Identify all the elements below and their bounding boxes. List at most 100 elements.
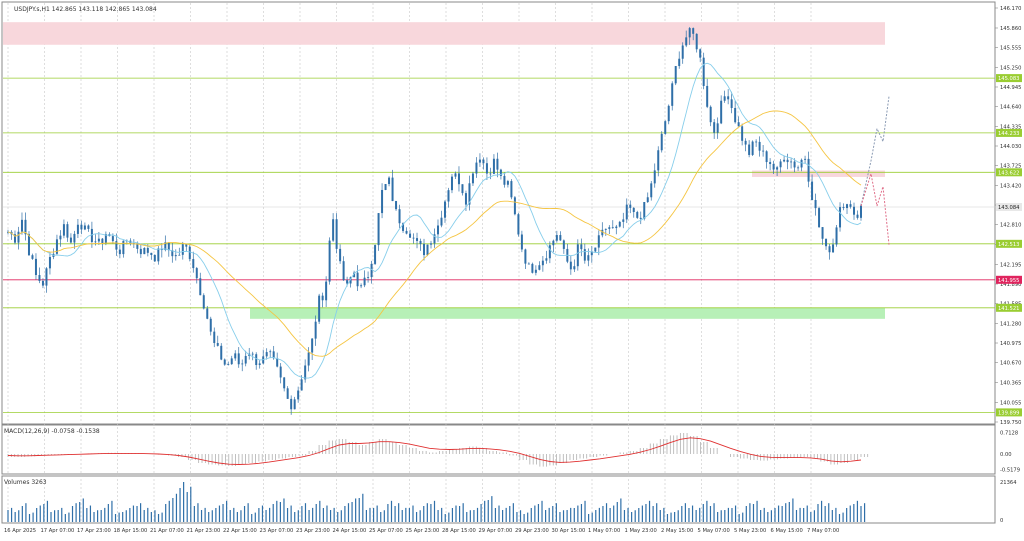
level-line-2-label: 144.233 <box>998 131 1019 137</box>
candle-body <box>104 234 107 244</box>
candle-body <box>34 258 37 276</box>
x-tick-label: 16 Apr 2025 <box>4 528 36 534</box>
candle-body <box>702 57 705 86</box>
candle-body <box>548 245 551 259</box>
candle-body <box>786 159 789 163</box>
level-line-4-label-bg <box>996 239 1022 248</box>
candle-body <box>608 227 611 229</box>
level-line-3-label-bg <box>996 168 1022 177</box>
candle-body <box>534 269 537 273</box>
candle-body <box>59 235 62 240</box>
y-tick-label: 140.365 <box>1000 380 1021 386</box>
x-tick-label: 18 Apr 15:00 <box>114 528 148 534</box>
candle-body <box>636 212 639 218</box>
candle-body <box>499 169 502 176</box>
candle-body <box>758 141 761 151</box>
candle-body <box>272 351 275 359</box>
candle-body <box>657 150 660 171</box>
y-tick-label: 145.555 <box>1000 46 1021 52</box>
candle-body <box>849 204 852 207</box>
candle-body <box>583 249 586 261</box>
macd-signal-line <box>7 437 862 465</box>
candle-body <box>388 177 391 185</box>
candle-body <box>513 197 516 215</box>
y-tick-label: 144.335 <box>1000 124 1021 130</box>
candle-body <box>779 161 782 168</box>
candle-body <box>251 353 254 355</box>
candle-body <box>118 249 121 255</box>
candle-body <box>202 295 205 309</box>
candle-body <box>290 398 293 410</box>
candle-body <box>199 278 202 296</box>
chart-title: USDJPY.s,H1 142.865 143.118 142.865 143.… <box>14 6 157 13</box>
candle-body <box>594 247 597 252</box>
macd-tick-label: -0.5179 <box>1000 468 1020 474</box>
candle-body <box>332 219 335 241</box>
candle-body <box>772 164 775 170</box>
x-tick-label: 2 May 15:00 <box>661 528 693 534</box>
candle-body <box>143 247 146 255</box>
candle-body <box>510 181 513 198</box>
candle-body <box>856 214 859 218</box>
candle-body <box>587 255 590 261</box>
x-tick-label: 25 Apr 23:00 <box>406 528 440 534</box>
candle-body <box>541 260 544 266</box>
candle-body <box>20 219 23 232</box>
candle-body <box>538 265 541 270</box>
candle-body <box>209 318 212 332</box>
candle-body <box>482 159 485 164</box>
candle-body <box>667 105 670 122</box>
candle-body <box>622 219 625 222</box>
candle-body <box>339 248 342 262</box>
fast-moving-average <box>7 62 862 379</box>
candle-body <box>31 255 34 259</box>
candle-body <box>618 221 621 227</box>
candle-body <box>720 100 723 124</box>
macd-tick-label: 0.00 <box>1000 452 1012 458</box>
candle-body <box>391 177 394 202</box>
y-tick-label: 141.890 <box>1000 282 1021 288</box>
moving-averages <box>7 62 862 379</box>
candle-body <box>716 123 719 133</box>
volumes <box>7 482 866 522</box>
candle-body <box>346 280 349 284</box>
candle-body <box>790 161 793 163</box>
y-tick-label: 144.945 <box>1000 85 1021 91</box>
candle-body <box>174 255 177 257</box>
candle-body <box>115 241 118 250</box>
candle-body <box>531 263 534 273</box>
candle-body <box>279 366 282 378</box>
red-level-line-label: 141.955 <box>998 278 1019 284</box>
y-tick-label: 142.810 <box>1000 223 1021 229</box>
candle-body <box>300 379 303 391</box>
y-tick-label: 141.280 <box>1000 321 1021 327</box>
candle-body <box>639 217 642 219</box>
candle-body <box>150 252 153 255</box>
candle-body <box>555 235 558 241</box>
candle-body <box>832 244 835 253</box>
candle-body <box>314 321 317 339</box>
volume-tick-label: 0 <box>1000 518 1003 524</box>
candle-body <box>807 158 810 182</box>
candle-body <box>41 280 44 286</box>
candle-body <box>255 354 258 366</box>
candle-body <box>293 399 296 410</box>
candle-body <box>395 201 398 210</box>
candle-body <box>776 167 779 170</box>
candle-body <box>454 173 457 177</box>
candle-body <box>744 140 747 145</box>
candle-body <box>681 45 684 59</box>
volume-title: Volumes 3263 <box>4 479 47 486</box>
x-tick-label: 23 Apr 07:00 <box>260 528 294 534</box>
candle-body <box>450 176 453 191</box>
y-tick-label: 144.640 <box>1000 105 1021 111</box>
y-tick-label: 140.975 <box>1000 341 1021 347</box>
candle-body <box>402 223 405 231</box>
candle-body <box>769 162 772 165</box>
candle-body <box>751 141 754 155</box>
candle-body <box>842 207 845 209</box>
candle-body <box>139 248 142 255</box>
x-tick-label: 29 Apr 23:00 <box>515 528 549 534</box>
candle-body <box>353 272 356 278</box>
candle-body <box>48 257 51 269</box>
